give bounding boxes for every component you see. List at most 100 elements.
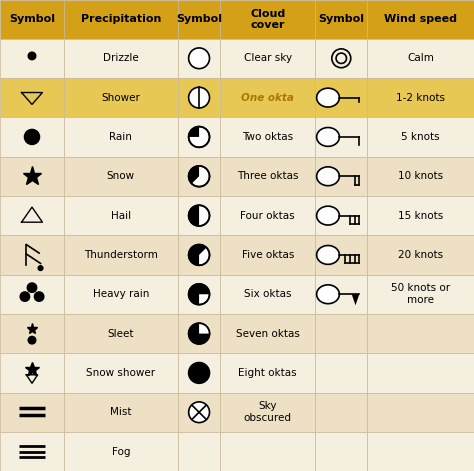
Circle shape <box>34 292 44 301</box>
Bar <box>0 236 64 275</box>
Text: Cloud
cover: Cloud cover <box>250 8 285 30</box>
Bar <box>178 0 220 39</box>
Wedge shape <box>189 244 207 265</box>
Circle shape <box>189 284 210 305</box>
Wedge shape <box>199 323 210 333</box>
Bar <box>64 236 178 275</box>
Bar <box>315 432 367 471</box>
Circle shape <box>189 205 210 226</box>
Bar <box>0 393 64 432</box>
Bar <box>367 0 474 39</box>
Text: Wind speed: Wind speed <box>384 14 457 24</box>
Bar <box>0 275 64 314</box>
Bar <box>220 117 315 156</box>
Bar <box>64 196 178 235</box>
Bar <box>178 156 220 196</box>
Polygon shape <box>352 294 359 305</box>
Circle shape <box>38 266 43 270</box>
Bar <box>220 196 315 235</box>
Bar <box>64 156 178 196</box>
Bar <box>64 314 178 353</box>
Text: Sky
obscured: Sky obscured <box>244 401 292 423</box>
Bar <box>0 314 64 353</box>
Text: 20 knots: 20 knots <box>398 250 443 260</box>
Wedge shape <box>189 284 210 305</box>
Bar <box>64 275 178 314</box>
Bar <box>367 432 474 471</box>
Text: Rain: Rain <box>109 132 132 142</box>
Text: Symbol: Symbol <box>9 14 55 24</box>
Bar <box>64 353 178 393</box>
Bar <box>0 156 64 196</box>
Bar <box>315 236 367 275</box>
Bar <box>220 432 315 471</box>
Text: Clear sky: Clear sky <box>244 53 292 63</box>
Circle shape <box>189 363 210 383</box>
Wedge shape <box>189 166 199 184</box>
Bar <box>367 156 474 196</box>
Bar <box>220 353 315 393</box>
Bar <box>315 275 367 314</box>
Bar <box>64 39 178 78</box>
Bar <box>315 196 367 235</box>
Circle shape <box>25 130 40 145</box>
Text: 5 knots: 5 knots <box>401 132 440 142</box>
Circle shape <box>27 283 36 292</box>
Text: 15 knots: 15 knots <box>398 211 443 220</box>
Bar <box>367 196 474 235</box>
Circle shape <box>189 48 210 69</box>
Circle shape <box>189 127 210 147</box>
Bar <box>315 78 367 117</box>
Text: Four oktas: Four oktas <box>240 211 295 220</box>
Text: Eight oktas: Eight oktas <box>238 368 297 378</box>
Text: Shower: Shower <box>101 93 140 103</box>
Text: Heavy rain: Heavy rain <box>93 289 149 299</box>
Text: Symbol: Symbol <box>318 14 365 24</box>
Bar <box>64 393 178 432</box>
Bar <box>315 117 367 156</box>
Bar <box>178 78 220 117</box>
Text: Sleet: Sleet <box>108 329 134 339</box>
Bar <box>0 0 64 39</box>
Circle shape <box>189 402 210 422</box>
Text: Drizzle: Drizzle <box>103 53 139 63</box>
Bar <box>367 314 474 353</box>
Text: Snow shower: Snow shower <box>86 368 155 378</box>
Bar <box>220 236 315 275</box>
Bar <box>220 39 315 78</box>
Bar <box>367 353 474 393</box>
Ellipse shape <box>317 206 339 225</box>
Bar <box>367 78 474 117</box>
Bar <box>178 236 220 275</box>
Bar <box>0 432 64 471</box>
Bar <box>0 117 64 156</box>
Bar <box>178 432 220 471</box>
Bar <box>315 39 367 78</box>
Bar <box>315 314 367 353</box>
Bar <box>64 78 178 117</box>
Circle shape <box>189 244 210 265</box>
Bar <box>367 117 474 156</box>
Bar <box>220 156 315 196</box>
Circle shape <box>189 323 210 344</box>
Bar <box>178 196 220 235</box>
Bar <box>178 275 220 314</box>
Text: Two oktas: Two oktas <box>242 132 293 142</box>
Text: Snow: Snow <box>107 171 135 181</box>
Bar <box>0 196 64 235</box>
Bar <box>315 353 367 393</box>
Bar <box>367 39 474 78</box>
Text: Fog: Fog <box>111 447 130 456</box>
Wedge shape <box>189 205 199 226</box>
Bar <box>178 353 220 393</box>
Bar <box>64 432 178 471</box>
Text: Five oktas: Five oktas <box>242 250 294 260</box>
Bar <box>64 0 178 39</box>
Bar <box>220 275 315 314</box>
Ellipse shape <box>317 88 339 107</box>
Bar <box>220 393 315 432</box>
Bar <box>220 314 315 353</box>
Circle shape <box>189 166 210 187</box>
Bar <box>220 0 315 39</box>
Bar <box>367 275 474 314</box>
